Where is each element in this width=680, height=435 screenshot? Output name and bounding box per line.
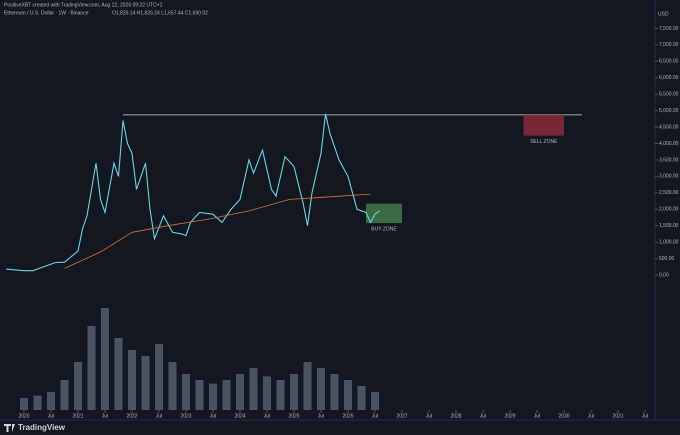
- x-tick-label: 2027: [396, 413, 407, 419]
- volume-bar: [168, 362, 177, 410]
- y-tick-label: 0.00: [659, 272, 669, 278]
- x-tick-label: 2023: [180, 413, 191, 419]
- y-tick-label: 3,500.00: [659, 157, 679, 163]
- volume-bar: [74, 362, 82, 410]
- volume-bar: [236, 374, 244, 410]
- y-tick-label: 6,500.00: [659, 59, 679, 65]
- y-tick-label: 7,000.00: [659, 42, 679, 48]
- volume-bar: [303, 362, 312, 410]
- zone: [366, 203, 402, 224]
- volume-bar: [141, 356, 150, 410]
- volume-bar: [101, 308, 109, 410]
- logo: [4, 424, 15, 432]
- volume-bar: [330, 374, 339, 410]
- volume-bar: [263, 376, 271, 410]
- x-tick-label: Jul: [48, 413, 54, 419]
- volume-bar: [87, 326, 96, 410]
- x-tick-label: Jul: [426, 413, 432, 419]
- y-tick-label: 3,000.00: [659, 174, 679, 180]
- zone-label: SELL ZONE: [530, 139, 558, 145]
- x-tick-label: 2029: [504, 413, 515, 419]
- x-tick-label: 2024: [234, 413, 245, 419]
- x-tick-label: Jul: [264, 413, 270, 419]
- x-tick-label: Jul: [156, 413, 162, 419]
- volume-bar: [182, 374, 190, 410]
- zone-label: BUY ZONE: [371, 226, 397, 232]
- zone: [523, 114, 564, 136]
- x-tick-label: Jul: [534, 413, 540, 419]
- x-tick-label: Jul: [318, 413, 324, 419]
- x-tick-label: Jul: [210, 413, 216, 419]
- y-tick-label: 1,000.00: [659, 239, 679, 245]
- volume-bar: [128, 350, 136, 410]
- price-line: [5, 113, 380, 272]
- x-tick-label: 2021: [72, 413, 83, 419]
- volume-bar: [114, 338, 123, 410]
- volume-bar: [290, 374, 298, 410]
- symbol: Ethereum / U.S. Dollar · 1W · Binance: [4, 10, 89, 16]
- x-tick-label: Jul: [102, 413, 108, 419]
- volume-bar: [357, 386, 366, 410]
- volume-bar: [344, 380, 352, 410]
- x-tick-label: 2026: [342, 413, 353, 419]
- brand: TradingView: [18, 423, 66, 432]
- volume-bar: [209, 383, 217, 410]
- volume-bar: [155, 344, 163, 410]
- x-tick-label: 2022: [126, 413, 137, 419]
- y-tick-label: 4,000.00: [659, 141, 679, 147]
- volume-bar: [317, 368, 325, 410]
- x-tick-label: Jul: [372, 413, 378, 419]
- unit: USD: [658, 11, 669, 17]
- credit: PositiveXBT created with TradingView.com…: [4, 2, 163, 8]
- y-tick-label: 5,000.00: [659, 108, 679, 114]
- y-tick-label: 2,500.00: [659, 190, 679, 196]
- volume-bar: [249, 368, 258, 410]
- ohlc: O1,825.14 H1,826.24 L1,657.44 C1,690.02: [112, 10, 208, 16]
- x-tick-label: Jul: [588, 413, 594, 419]
- y-tick-label: 2,000.00: [659, 207, 679, 213]
- x-tick-label: 2020: [18, 413, 29, 419]
- x-tick-label: 2028: [450, 413, 461, 419]
- volume-bar: [195, 380, 204, 410]
- volume-bar: [371, 392, 379, 410]
- volume-bar: [222, 380, 231, 410]
- y-tick-label: 500.00: [659, 256, 675, 262]
- x-tick-label: Jul: [642, 413, 648, 419]
- y-tick-label: 1,500.00: [659, 223, 679, 229]
- volume-bar: [20, 398, 28, 410]
- x-tick-label: 2031: [612, 413, 623, 419]
- volume-bar: [33, 395, 42, 410]
- volume-bar: [47, 392, 55, 410]
- y-tick-label: 5,500.00: [659, 92, 679, 98]
- volume-bar: [276, 380, 285, 410]
- y-tick-label: 4,500.00: [659, 124, 679, 130]
- x-tick-label: 2025: [288, 413, 299, 419]
- x-tick-label: 2030: [558, 413, 569, 419]
- x-tick-label: Jul: [480, 413, 486, 419]
- volume-bar: [60, 380, 69, 410]
- y-tick-label: 6,000.00: [659, 75, 679, 81]
- price-line: [64, 193, 371, 269]
- y-tick-label: 7,500.00: [659, 26, 679, 32]
